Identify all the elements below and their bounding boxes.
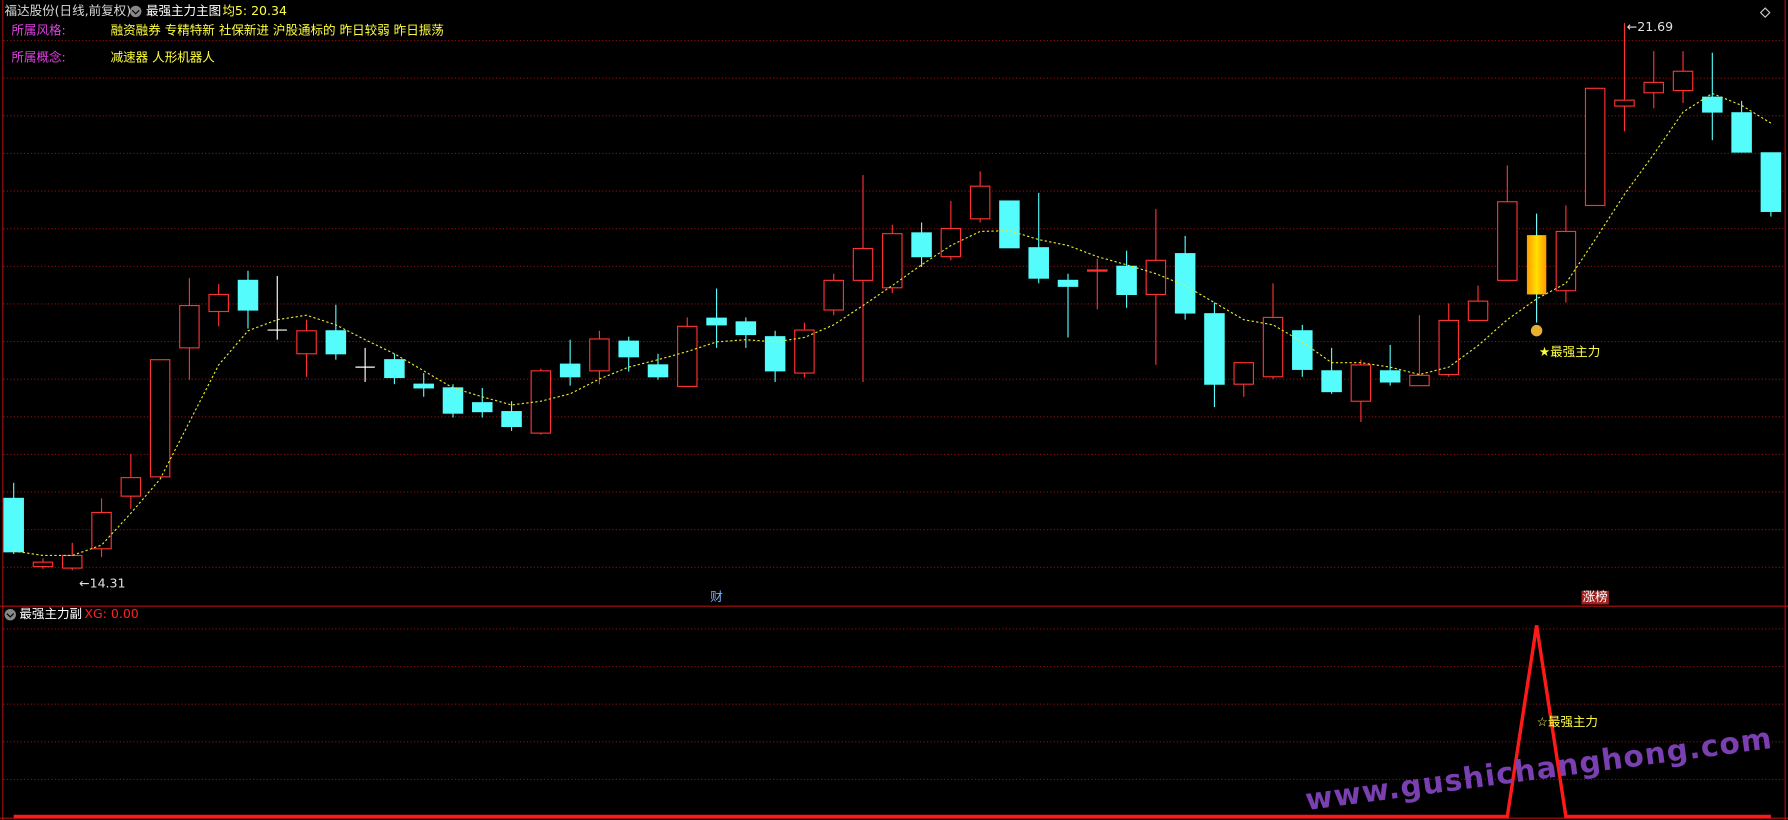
sub-title: 最强主力副: [19, 606, 82, 621]
low-label: ←14.31: [79, 575, 125, 590]
event-marker: 涨榜: [1583, 589, 1608, 604]
sub-value-label: XG: 0.00: [84, 606, 138, 621]
candle-body: [764, 336, 786, 372]
candle-body: [589, 338, 610, 372]
candle-body: [1262, 316, 1284, 378]
candle-body: [940, 227, 962, 258]
candle-body: [618, 340, 639, 358]
candle-body: [1584, 87, 1606, 207]
indicator-name: 最强主力主图: [146, 3, 221, 18]
candle-body: [1409, 374, 1430, 387]
candle-body: [325, 330, 347, 355]
ma-line: [13, 92, 1772, 557]
event-marker: 财: [710, 589, 723, 604]
candle-body: [1555, 230, 1577, 292]
sub-annotation: ☆最强主力: [1537, 714, 1598, 729]
candle-body: [882, 233, 903, 289]
candle-body: [1116, 265, 1137, 296]
candle-body: [237, 279, 259, 311]
candle-body: [1672, 70, 1694, 92]
candle-body: [1467, 300, 1489, 321]
candle-body: [61, 554, 83, 569]
candle-body: [823, 279, 844, 311]
menu-icon[interactable]: [129, 5, 142, 18]
candle-body: [1731, 112, 1752, 153]
ma-label: 均5: 20.34: [222, 3, 287, 18]
menu-icon-arrow: [131, 9, 140, 15]
concept-label: 所属概念:: [11, 50, 65, 65]
candle-body: [1174, 253, 1196, 314]
candle-body: [794, 329, 815, 374]
candle-body: [1233, 362, 1254, 385]
candle-body: [1292, 330, 1313, 370]
candle-body: [149, 359, 171, 478]
candle-body: [1057, 279, 1079, 287]
sub-menu-icon-arrow: [6, 613, 15, 618]
candle-body: [969, 185, 991, 220]
candle-body: [296, 330, 317, 355]
candle-body: [384, 359, 405, 379]
candle-body: [706, 317, 727, 326]
candle-body: [647, 364, 669, 378]
candle-body: [1379, 370, 1401, 383]
candle-body: [91, 511, 112, 550]
candle-body: [179, 305, 200, 349]
event-bg: [1581, 590, 1609, 605]
candle-body: [1028, 247, 1049, 279]
candle-body: [442, 387, 464, 414]
candle-body: [1087, 269, 1108, 272]
candle-body: [501, 411, 522, 428]
candle-body: [1497, 201, 1518, 281]
candle-body: [1438, 319, 1460, 376]
candle-body: [472, 402, 493, 413]
signal-icon: [1530, 324, 1543, 337]
candle-body: [530, 370, 552, 434]
candle-body: [3, 497, 24, 553]
candle-body: [208, 293, 229, 313]
candle-body: [1614, 99, 1635, 107]
candle-body: [1350, 364, 1372, 402]
candle-body: [1321, 370, 1342, 393]
high-label: ←21.69: [1627, 19, 1673, 34]
candle-body: [1526, 235, 1547, 295]
candle-body: [1204, 313, 1225, 385]
candle-body: [911, 232, 932, 258]
style-label: 所属风格:: [11, 22, 65, 37]
candle-body: [559, 363, 581, 378]
concept-value: 减速器 人形机器人: [111, 50, 216, 65]
signal-label: ★最强主力: [1539, 344, 1600, 359]
candle-body: [677, 325, 698, 387]
candle-body: [1145, 259, 1167, 296]
stock-name: 福达股份(日线,前复权): [5, 3, 132, 18]
candle-body: [1760, 152, 1782, 212]
candle-body: [120, 477, 142, 497]
candle-body: [852, 247, 874, 281]
candle-body: [32, 561, 54, 568]
candle-body: [735, 321, 757, 336]
style-value: 融资融券 专精特新 社保新进 沪股通标的 昨日较弱 昨日振荡: [111, 22, 444, 37]
candle-body: [1702, 96, 1723, 113]
candle-body: [999, 200, 1020, 249]
candle-body: [413, 383, 434, 389]
candle-body: [1643, 81, 1665, 94]
corner-icon[interactable]: [1759, 7, 1771, 18]
sub-menu-icon[interactable]: [4, 608, 16, 621]
signal-line: [13, 625, 1771, 819]
